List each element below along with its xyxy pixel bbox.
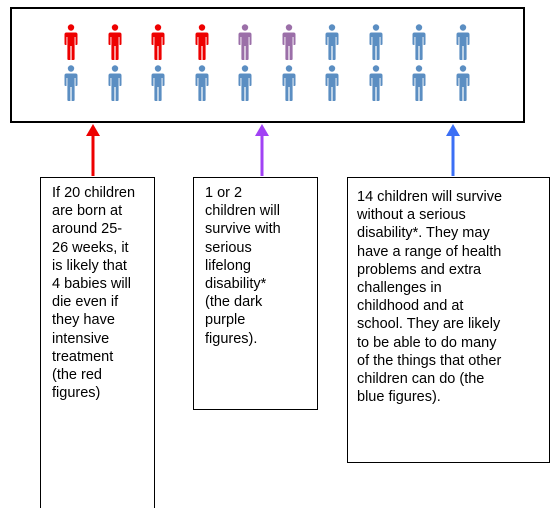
purple-explanation-text: 1 or 2 children will survive with seriou… [205, 185, 281, 347]
blue-explanation-box: 14 children will survive without a serio… [347, 177, 550, 463]
purple-arrow [255, 124, 269, 176]
person-icon [238, 65, 252, 101]
person-icon [195, 65, 208, 101]
figures-panel [10, 7, 525, 123]
person-icon [369, 65, 382, 101]
person-icon [238, 24, 252, 60]
red-explanation-box: If 20 children are born at around 25- 26… [40, 177, 155, 508]
person-icon [456, 65, 469, 101]
person-icon [456, 24, 469, 60]
red-explanation-text: If 20 children are born at around 25- 26… [52, 185, 136, 402]
person-icon [64, 24, 78, 60]
person-icon [369, 24, 382, 60]
person-icon [64, 65, 78, 101]
person-icon [151, 24, 165, 60]
person-icon [108, 24, 121, 60]
person-icon [412, 65, 426, 101]
person-icon [325, 65, 339, 101]
purple-explanation-box: 1 or 2 children will survive with seriou… [193, 177, 318, 410]
person-icon [195, 24, 208, 60]
person-icon [282, 65, 295, 101]
person-icon [412, 24, 426, 60]
blue-arrow [446, 124, 460, 176]
person-icon [325, 24, 339, 60]
red-arrow [86, 124, 100, 176]
person-icon [108, 65, 121, 101]
person-icon [282, 24, 295, 60]
person-icon [151, 65, 165, 101]
blue-explanation-text: 14 children will survive without a serio… [357, 189, 503, 406]
